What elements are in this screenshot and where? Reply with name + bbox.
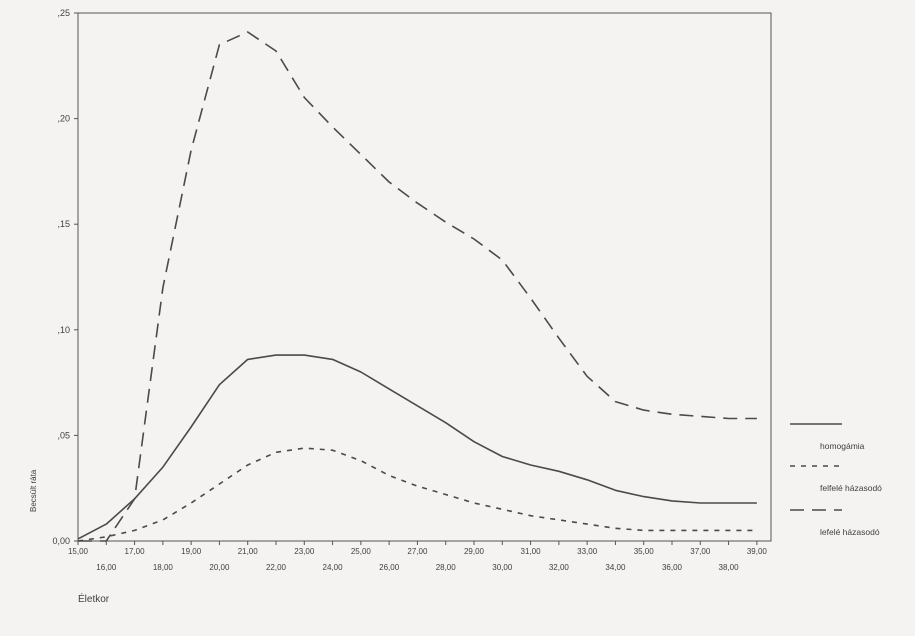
y-tick-label: ,10 xyxy=(57,325,70,335)
series-line-short-dash xyxy=(77,447,757,542)
series-lines xyxy=(77,31,757,542)
x-tick-label: 20,00 xyxy=(209,563,230,572)
x-tick-label: 23,00 xyxy=(294,547,315,556)
x-tick-label: 15,00 xyxy=(68,547,89,556)
legend-label: felfelé házasodó xyxy=(820,483,882,493)
x-axis-label: Életkor xyxy=(78,592,110,605)
series-line-long-dash xyxy=(78,31,757,542)
y-tick-label: 0,00 xyxy=(52,536,70,546)
x-tick-label: 27,00 xyxy=(407,547,428,556)
x-tick-label: 33,00 xyxy=(577,547,598,556)
x-tick-label: 36,00 xyxy=(662,563,683,572)
series-line-solid xyxy=(77,354,757,540)
y-tick-label: ,15 xyxy=(57,219,70,229)
x-tick-label: 25,00 xyxy=(351,547,372,556)
x-tick-label: 38,00 xyxy=(719,563,740,572)
x-tick-label: 18,00 xyxy=(153,563,174,572)
x-tick-label: 29,00 xyxy=(464,547,485,556)
x-tick-label: 30,00 xyxy=(492,563,513,572)
x-tick-label: 35,00 xyxy=(634,547,655,556)
x-tick-label: 37,00 xyxy=(690,547,711,556)
x-tick-label: 26,00 xyxy=(379,563,400,572)
y-axis-label: Becsült ráta xyxy=(29,469,38,512)
x-tick-label: 28,00 xyxy=(436,563,457,572)
legend: homogámia felfelé házasodó lefelé házasodó xyxy=(790,423,882,537)
y-tick-label: ,25 xyxy=(57,8,70,18)
x-tick-label: 24,00 xyxy=(323,563,344,572)
x-tick-label: 34,00 xyxy=(605,563,626,572)
x-tick-label: 31,00 xyxy=(521,547,542,556)
plot-frame xyxy=(77,12,772,542)
x-tick-label: 22,00 xyxy=(266,563,287,572)
x-tick-label: 17,00 xyxy=(125,547,146,556)
x-tick-label: 21,00 xyxy=(238,547,259,556)
y-tick-label: ,20 xyxy=(57,114,70,124)
x-tick-label: 39,00 xyxy=(747,547,768,556)
x-tick-label: 16,00 xyxy=(96,563,117,572)
x-tick-label: 19,00 xyxy=(181,547,202,556)
axes: 0,00 ,05 ,10 ,15 ,20 ,25 15,00 17,00 19,00 21,00 2… xyxy=(52,8,772,572)
x-tick-label: 32,00 xyxy=(549,563,570,572)
y-tick-label: ,05 xyxy=(57,430,70,440)
legend-label: homogámia xyxy=(820,441,865,451)
legend-label: lefelé házasodó xyxy=(820,527,880,537)
